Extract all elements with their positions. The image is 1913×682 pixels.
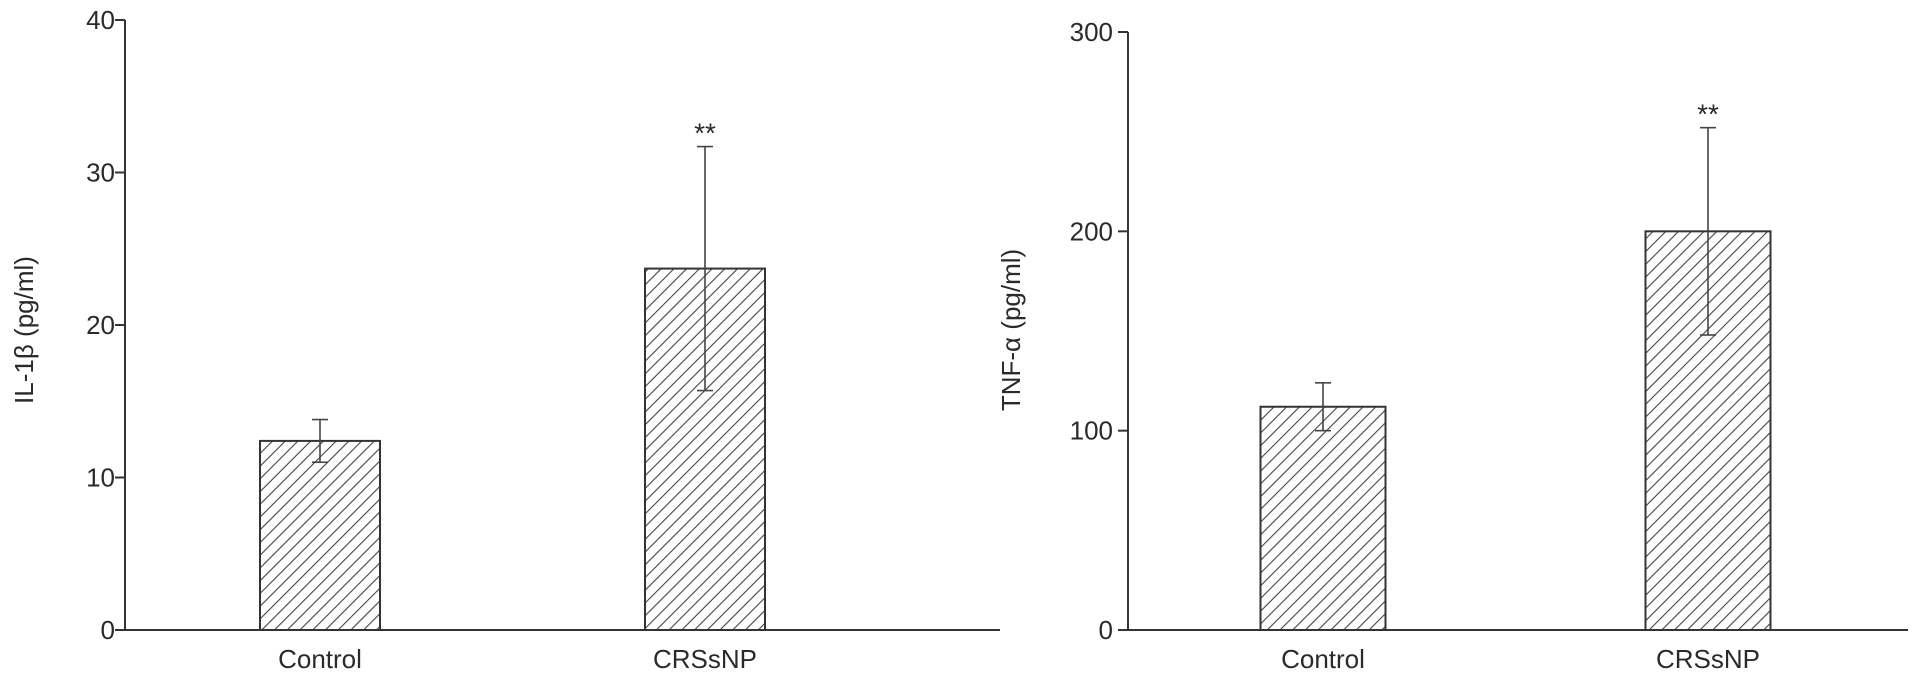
il1b-error-bar-crssnp [697,145,713,392]
tnfa-bars [1259,230,1772,631]
tnfa-category-label: Control [1281,644,1365,674]
tnfa-significance-marker: ** [1697,99,1719,130]
il1b-category-label: Control [278,644,362,674]
il1b-bars [259,267,766,631]
il1b-y-tick-labels: 0 10 20 30 40 [86,5,115,645]
il1b-category-label: CRSsNP [653,644,757,674]
tnfa-category-labels: Control CRSsNP [1281,644,1760,674]
tnfa-y-tick-label: 0 [1099,615,1113,645]
tnfa-y-tick-labels: 0 100 200 300 [1070,17,1113,645]
il1b-y-tick-label: 40 [86,5,115,35]
tnfa-y-tick-label: 200 [1070,216,1113,246]
il1b-y-tick-label: 20 [86,310,115,340]
il1b-y-axis-title: IL-1β (pg/ml) [9,256,39,404]
tnfa-category-label: CRSsNP [1656,644,1760,674]
il1b-bar-control [259,439,381,631]
il1b-error-bar-control [312,418,328,464]
tnfa-axes [1127,32,1908,631]
il1b-y-tick-label: 30 [86,158,115,188]
il1b-significance-markers: ** [694,118,716,149]
tnfa-error-bar-crssnp [1700,126,1716,336]
il1b-chart: 0 10 20 30 40 Control CRSsNP ** IL-1β (pg/ml) [9,5,1000,674]
tnfa-y-tick-label: 300 [1070,17,1113,47]
il1b-axes [124,20,1000,631]
il1b-y-ticks [115,19,125,631]
il1b-y-tick-label: 0 [101,615,115,645]
il1b-error-bars [312,145,713,464]
tnfa-error-bar-control [1315,382,1331,432]
tnfa-significance-markers: ** [1697,99,1719,130]
tnfa-y-tick-label: 100 [1070,416,1113,446]
il1b-category-labels: Control CRSsNP [278,644,757,674]
tnfa-chart: 0 100 200 300 Control CRSsNP ** TNF-α (pg/ml… [996,17,1908,674]
tnfa-y-axis-title: TNF-α (pg/ml) [996,249,1026,411]
tnfa-bar-control [1259,405,1387,631]
il1b-significance-marker: ** [694,118,716,149]
tnfa-error-bars [1315,126,1716,432]
tnfa-y-ticks [1118,31,1128,631]
il1b-y-tick-label: 10 [86,463,115,493]
